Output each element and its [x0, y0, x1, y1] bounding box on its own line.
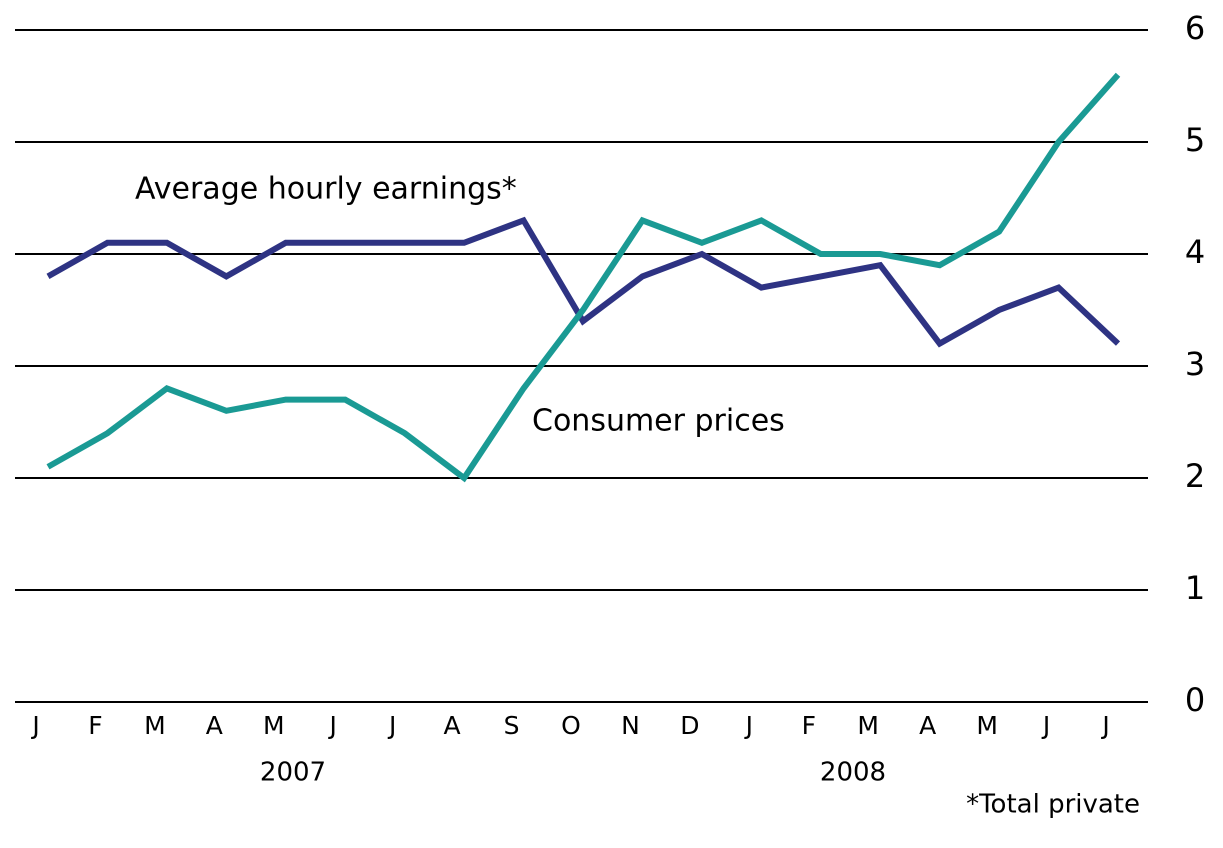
- x-tick-label: J: [387, 711, 396, 740]
- y-tick-label: 3: [1185, 345, 1205, 383]
- x-tick-label: A: [919, 711, 936, 740]
- series-label: Consumer prices: [532, 404, 785, 439]
- x-tick-label: J: [744, 711, 753, 740]
- y-tick-label: 4: [1185, 233, 1205, 271]
- y-tick-label: 6: [1185, 9, 1205, 47]
- x-tick-label: M: [263, 711, 285, 740]
- series-label: Average hourly earnings*: [135, 172, 517, 207]
- y-tick-label: 2: [1185, 457, 1205, 495]
- x-tick-label: F: [88, 711, 102, 740]
- x-tick-label: D: [680, 711, 699, 740]
- x-tick-label: M: [857, 711, 879, 740]
- footnote: *Total private: [966, 790, 1140, 820]
- x-tick-label: J: [1041, 711, 1050, 740]
- x-tick-label: M: [976, 711, 998, 740]
- x-tick-label: O: [561, 711, 581, 740]
- line-series: [46, 72, 1121, 483]
- y-tick-label: 1: [1185, 569, 1205, 607]
- line-series: [46, 216, 1121, 348]
- x-tick-label: J: [328, 711, 337, 740]
- y-tick-label: 5: [1185, 121, 1205, 159]
- x-group-label: 2007: [260, 758, 326, 788]
- x-tick-label: S: [504, 711, 520, 740]
- x-tick-label: N: [621, 711, 640, 740]
- y-tick-label: 0: [1185, 681, 1205, 719]
- x-tick-label: J: [30, 711, 39, 740]
- x-tick-label: A: [206, 711, 223, 740]
- x-tick-label: F: [802, 711, 816, 740]
- x-tick-label: A: [444, 711, 461, 740]
- x-group-label: 2008: [820, 758, 886, 788]
- x-tick-label: J: [1100, 711, 1109, 740]
- x-tick-label: M: [144, 711, 166, 740]
